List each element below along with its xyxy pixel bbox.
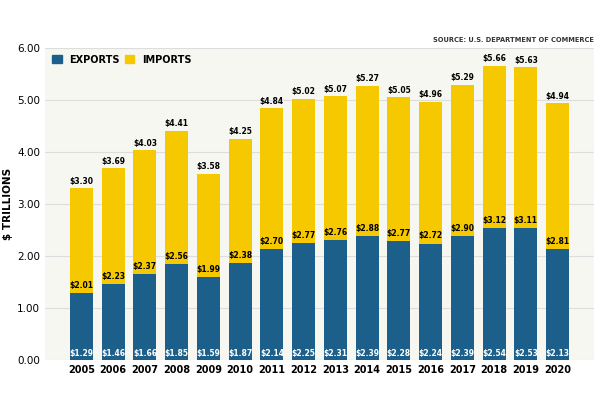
Bar [356, 236, 379, 360]
Text: $2.13: $2.13 [545, 350, 569, 358]
Text: $2.72: $2.72 [419, 231, 443, 240]
Bar [324, 96, 347, 240]
Text: $5.29: $5.29 [451, 73, 475, 82]
Text: $2.54: $2.54 [482, 350, 506, 358]
Text: SOURCE: U.S. DEPARTMENT OF COMMERCE: SOURCE: U.S. DEPARTMENT OF COMMERCE [433, 37, 594, 43]
Bar [197, 277, 220, 360]
Bar [165, 264, 188, 360]
Text: $2.76: $2.76 [323, 228, 347, 237]
Text: $2.90: $2.90 [451, 224, 475, 232]
Text: $2.53: $2.53 [514, 350, 538, 358]
Text: $1.85: $1.85 [164, 350, 188, 358]
Text: $3.12: $3.12 [482, 216, 506, 225]
Text: VALUE OF U.S. GOODS & SERVICES TRADE: VALUE OF U.S. GOODS & SERVICES TRADE [143, 12, 457, 24]
Text: $2.31: $2.31 [323, 350, 347, 358]
Text: $1.29: $1.29 [70, 350, 94, 358]
Text: $5.05: $5.05 [387, 86, 411, 95]
Bar [260, 108, 283, 249]
Bar [197, 174, 220, 277]
Text: $4.96: $4.96 [419, 90, 443, 100]
Bar [102, 168, 125, 284]
Bar [419, 102, 442, 244]
Bar [260, 249, 283, 360]
Text: $2.25: $2.25 [292, 350, 316, 358]
Bar [482, 66, 506, 228]
Bar [292, 99, 315, 243]
Text: $2.77: $2.77 [387, 229, 411, 238]
Bar [70, 293, 93, 360]
Text: $1.87: $1.87 [228, 350, 252, 358]
Text: $5.63: $5.63 [514, 56, 538, 65]
Bar [419, 244, 442, 360]
Text: $2.70: $2.70 [260, 236, 284, 246]
Text: $3.11: $3.11 [514, 216, 538, 225]
Legend: EXPORTS, IMPORTS: EXPORTS, IMPORTS [50, 53, 194, 67]
Bar [356, 86, 379, 236]
Text: $4.03: $4.03 [133, 139, 157, 148]
Text: $3.58: $3.58 [196, 162, 220, 171]
Bar [546, 103, 569, 249]
Text: $2.24: $2.24 [419, 350, 443, 358]
Bar [229, 139, 251, 263]
Bar [451, 85, 474, 236]
Bar [514, 228, 537, 360]
Bar [514, 67, 537, 228]
Text: $1.99: $1.99 [196, 265, 220, 274]
Text: $2.77: $2.77 [292, 231, 316, 240]
Text: $4.84: $4.84 [260, 97, 284, 106]
Bar [292, 243, 315, 360]
Text: $2.01: $2.01 [70, 281, 94, 290]
Bar [482, 228, 506, 360]
Bar [451, 236, 474, 360]
Bar [70, 188, 93, 293]
Y-axis label: $ TRILLIONS: $ TRILLIONS [3, 168, 13, 240]
Bar [324, 240, 347, 360]
Text: $4.94: $4.94 [545, 92, 569, 100]
Text: $2.39: $2.39 [451, 350, 475, 358]
Text: $2.37: $2.37 [133, 262, 157, 270]
Text: $2.88: $2.88 [355, 224, 379, 232]
Bar [133, 150, 157, 274]
Text: $5.02: $5.02 [292, 87, 316, 96]
Text: $2.39: $2.39 [355, 350, 379, 358]
Text: $1.66: $1.66 [133, 350, 157, 358]
Bar [133, 274, 157, 360]
Text: $2.81: $2.81 [545, 237, 569, 246]
Text: $5.27: $5.27 [355, 74, 379, 83]
Text: $3.30: $3.30 [70, 177, 94, 186]
Text: $2.23: $2.23 [101, 272, 125, 281]
Text: $2.38: $2.38 [228, 251, 252, 260]
Text: $2.28: $2.28 [387, 350, 411, 358]
Text: $2.56: $2.56 [164, 252, 188, 261]
Bar [388, 97, 410, 242]
Text: $1.59: $1.59 [196, 350, 220, 358]
Text: $4.41: $4.41 [164, 119, 188, 128]
Text: $3.69: $3.69 [101, 156, 125, 166]
Text: $5.66: $5.66 [482, 54, 506, 63]
Bar [388, 242, 410, 360]
Text: $4.25: $4.25 [228, 127, 252, 136]
Text: $5.07: $5.07 [323, 85, 347, 94]
Text: $2.14: $2.14 [260, 350, 284, 358]
Bar [546, 249, 569, 360]
Bar [102, 284, 125, 360]
Bar [229, 263, 251, 360]
Text: $1.46: $1.46 [101, 350, 125, 358]
Bar [165, 131, 188, 264]
